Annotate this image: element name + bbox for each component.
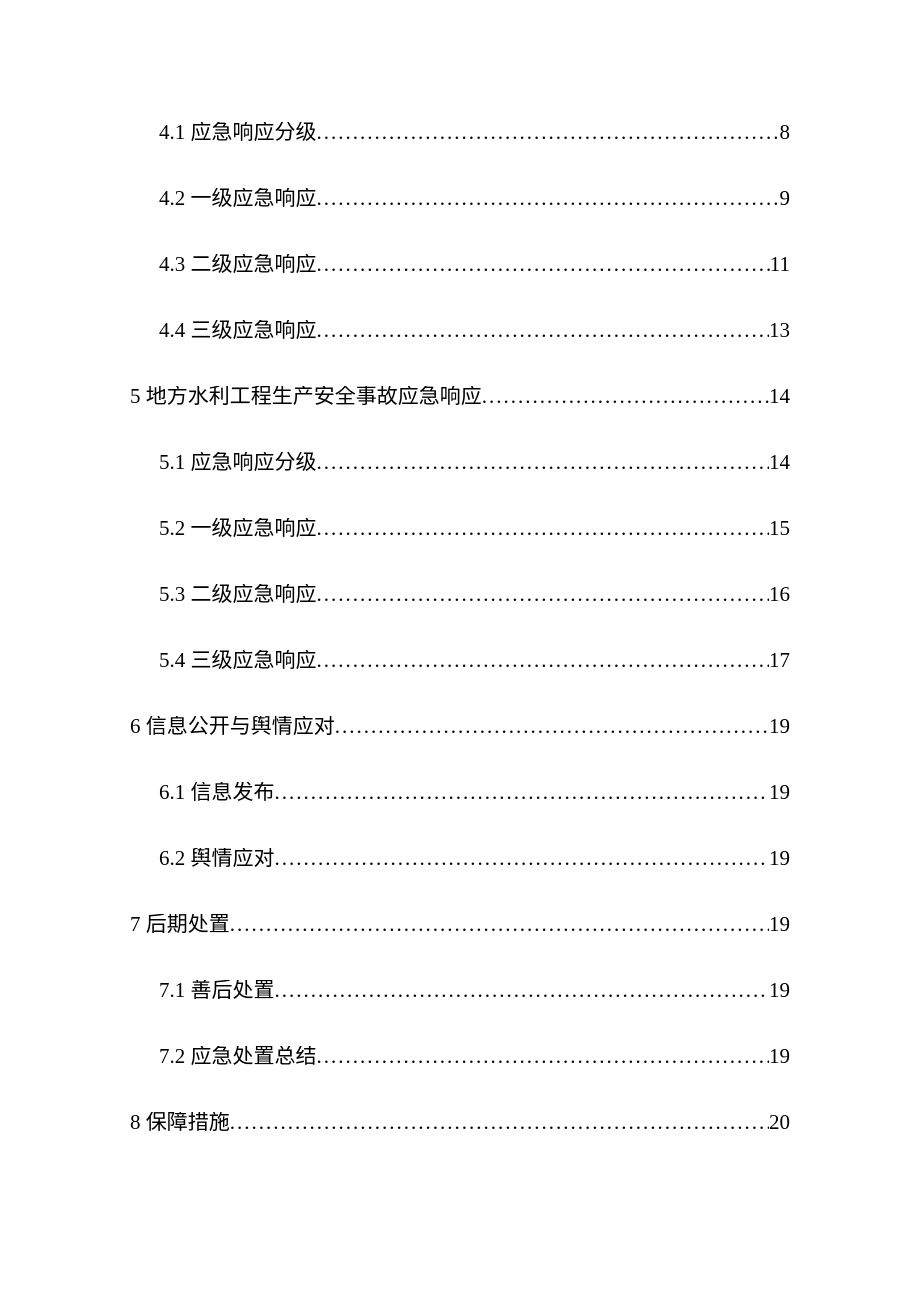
toc-entry: 7.1 善后处置 19 — [159, 980, 790, 1001]
toc-entry-label: 8 保障措施 — [130, 1112, 230, 1133]
toc-leader-dots — [335, 716, 769, 737]
toc-entry-label: 6.1 信息发布 — [159, 782, 275, 803]
toc-entry: 5.3 二级应急响应 16 — [159, 584, 790, 605]
toc-entry-label: 7.2 应急处置总结 — [159, 1046, 317, 1067]
toc-leader-dots — [317, 188, 780, 209]
toc-entry-page: 19 — [769, 1046, 790, 1067]
toc-entry-page: 17 — [769, 650, 790, 671]
toc-entry-page: 8 — [780, 122, 791, 143]
toc-entry: 7 后期处置 19 — [130, 914, 790, 935]
toc-entry-page: 11 — [770, 254, 790, 275]
toc-entry-page: 9 — [780, 188, 791, 209]
toc-entry: 4.1 应急响应分级 8 — [159, 122, 790, 143]
toc-leader-dots — [275, 848, 770, 869]
toc-leader-dots — [317, 122, 780, 143]
toc-entry: 5.2 一级应急响应 15 — [159, 518, 790, 539]
toc-leader-dots — [317, 650, 770, 671]
toc-leader-dots — [317, 1046, 770, 1067]
toc-entry-label: 4.4 三级应急响应 — [159, 320, 317, 341]
toc-entry: 4.2 一级应急响应 9 — [159, 188, 790, 209]
toc-container: 4.1 应急响应分级 8 4.2 一级应急响应 9 4.3 二级应急响应 11 4.4 三级… — [130, 122, 790, 1133]
toc-entry-label: 7 后期处置 — [130, 914, 230, 935]
toc-leader-dots — [317, 254, 770, 275]
toc-entry: 4.4 三级应急响应 13 — [159, 320, 790, 341]
toc-entry-page: 15 — [769, 518, 790, 539]
toc-entry: 6 信息公开与舆情应对 19 — [130, 716, 790, 737]
toc-entry-page: 20 — [769, 1112, 790, 1133]
toc-entry: 6.2 舆情应对 19 — [159, 848, 790, 869]
toc-entry-label: 6.2 舆情应对 — [159, 848, 275, 869]
toc-entry: 8 保障措施 20 — [130, 1112, 790, 1133]
toc-entry-label: 5.4 三级应急响应 — [159, 650, 317, 671]
toc-entry-page: 19 — [769, 782, 790, 803]
toc-entry-label: 5 地方水利工程生产安全事故应急响应 — [130, 386, 482, 407]
toc-entry-page: 14 — [769, 386, 790, 407]
toc-entry-label: 6 信息公开与舆情应对 — [130, 716, 335, 737]
toc-entry: 5 地方水利工程生产安全事故应急响应 14 — [130, 386, 790, 407]
toc-entry: 5.1 应急响应分级 14 — [159, 452, 790, 473]
toc-leader-dots — [230, 914, 769, 935]
toc-entry: 6.1 信息发布 19 — [159, 782, 790, 803]
toc-leader-dots — [317, 452, 770, 473]
toc-leader-dots — [317, 584, 770, 605]
toc-entry-label: 5.1 应急响应分级 — [159, 452, 317, 473]
toc-entry-page: 16 — [769, 584, 790, 605]
toc-entry-page: 13 — [769, 320, 790, 341]
toc-entry: 7.2 应急处置总结 19 — [159, 1046, 790, 1067]
toc-entry-label: 5.3 二级应急响应 — [159, 584, 317, 605]
toc-entry-page: 19 — [769, 980, 790, 1001]
toc-entry-label: 4.1 应急响应分级 — [159, 122, 317, 143]
toc-entry-label: 5.2 一级应急响应 — [159, 518, 317, 539]
toc-entry-page: 19 — [769, 848, 790, 869]
toc-entry-page: 19 — [769, 914, 790, 935]
toc-leader-dots — [275, 980, 770, 1001]
toc-entry-page: 14 — [769, 452, 790, 473]
toc-leader-dots — [317, 518, 770, 539]
toc-entry-page: 19 — [769, 716, 790, 737]
toc-leader-dots — [275, 782, 770, 803]
toc-entry: 4.3 二级应急响应 11 — [159, 254, 790, 275]
toc-entry-label: 4.2 一级应急响应 — [159, 188, 317, 209]
toc-leader-dots — [317, 320, 770, 341]
toc-entry-label: 7.1 善后处置 — [159, 980, 275, 1001]
toc-leader-dots — [482, 386, 769, 407]
toc-entry: 5.4 三级应急响应 17 — [159, 650, 790, 671]
toc-entry-label: 4.3 二级应急响应 — [159, 254, 317, 275]
toc-leader-dots — [230, 1112, 769, 1133]
